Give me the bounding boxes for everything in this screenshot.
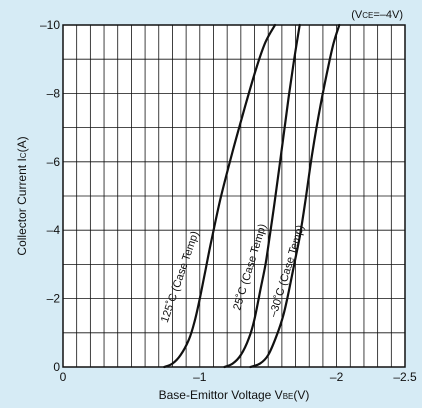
y-tick-labels: 0 –2 –4 –6 –8 –10 [40, 18, 60, 374]
grid-lines [63, 25, 405, 367]
x-tick-label: –1 [193, 370, 207, 384]
y-tick-label: –6 [47, 155, 61, 169]
x-tick-label: –2.5 [393, 370, 417, 384]
y-tick-label: –2 [47, 292, 61, 306]
y-tick-label: –10 [40, 18, 60, 32]
y-axis-title: Collector Current IC(A) [15, 136, 29, 255]
x-axis-title: Base-Emittor Voltage VBE(V) [159, 388, 310, 402]
x-tick-labels: 0 –1 –2 –2.5 [60, 370, 417, 384]
test-condition-label: (VCE=–4V) [351, 9, 403, 21]
series-layer [163, 23, 341, 369]
y-tick-label: 0 [53, 360, 60, 374]
series-line-125c [163, 23, 277, 369]
x-tick-label: –2 [330, 370, 344, 384]
series-line-25c [223, 23, 301, 369]
y-tick-label: –8 [47, 86, 61, 100]
y-tick-label: –4 [47, 223, 61, 237]
x-tick-label: 0 [60, 370, 67, 384]
series-line-minus30c [249, 23, 341, 369]
plot-frame [62, 24, 406, 368]
